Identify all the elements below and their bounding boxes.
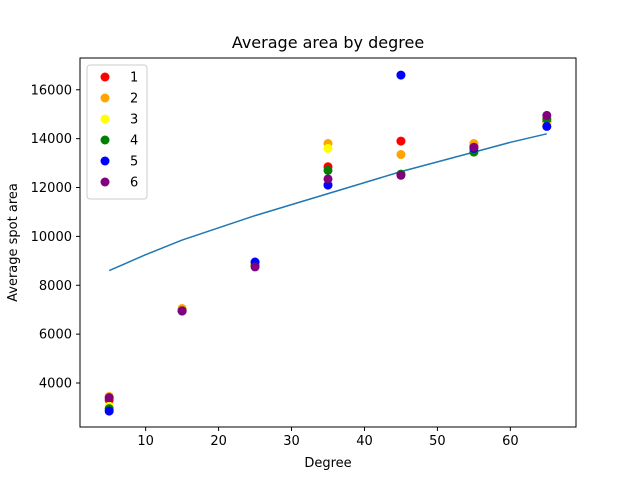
legend-marker xyxy=(100,135,110,145)
legend-marker xyxy=(100,114,110,124)
data-point-series-1 xyxy=(396,136,406,146)
legend-label: 2 xyxy=(130,92,138,107)
chart-title: Average area by degree xyxy=(232,33,424,52)
legend-marker xyxy=(100,93,110,103)
legend-label: 6 xyxy=(130,176,138,191)
legend-marker xyxy=(100,72,110,82)
y-tick-label: 12000 xyxy=(31,181,72,196)
data-point-series-6 xyxy=(542,110,552,120)
y-axis: 4000 6000 8000 10000 12000 14000 16000 xyxy=(31,83,80,392)
data-point-series-6 xyxy=(469,142,479,152)
plot-area xyxy=(80,58,576,427)
legend-marker xyxy=(100,177,110,187)
x-axis: 10 20 30 40 50 60 xyxy=(137,427,519,449)
y-tick-label: 6000 xyxy=(39,328,72,343)
x-tick-label: 60 xyxy=(502,434,519,449)
legend-label: 3 xyxy=(130,113,138,128)
legend-marker xyxy=(100,156,110,166)
data-point-series-5 xyxy=(104,406,114,416)
y-tick-label: 14000 xyxy=(31,132,72,147)
data-point-series-5 xyxy=(542,121,552,131)
data-point-series-6 xyxy=(104,393,114,403)
y-tick-label: 10000 xyxy=(31,230,72,245)
x-axis-label: Degree xyxy=(304,456,351,471)
y-tick-label: 16000 xyxy=(31,83,72,98)
legend-label: 1 xyxy=(130,71,138,86)
y-tick-label: 4000 xyxy=(39,377,72,392)
y-tick-label: 8000 xyxy=(39,279,72,294)
points-layer xyxy=(104,70,552,416)
x-tick-label: 10 xyxy=(137,434,154,449)
x-tick-label: 40 xyxy=(356,434,373,449)
x-tick-label: 50 xyxy=(429,434,446,449)
data-point-series-6 xyxy=(323,174,333,184)
data-point-series-4 xyxy=(323,165,333,175)
data-point-series-6 xyxy=(250,262,260,272)
data-point-series-3 xyxy=(323,143,333,153)
legend-label: 5 xyxy=(130,155,138,170)
legend: 1 2 3 4 5 6 xyxy=(86,64,148,200)
x-tick-label: 30 xyxy=(283,434,300,449)
x-tick-label: 20 xyxy=(210,434,227,449)
data-point-series-5 xyxy=(396,70,406,80)
data-point-series-6 xyxy=(177,306,187,316)
plot-frame xyxy=(79,57,577,428)
data-point-series-2 xyxy=(396,150,406,160)
y-axis-label: Average spot area xyxy=(6,183,21,302)
legend-label: 4 xyxy=(130,134,138,149)
data-point-series-6 xyxy=(396,170,406,180)
